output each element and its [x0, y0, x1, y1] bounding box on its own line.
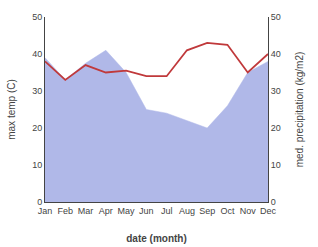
svg-text:50: 50: [271, 12, 281, 22]
svg-text:date (month): date (month): [126, 233, 187, 244]
svg-text:Mar: Mar: [78, 206, 94, 216]
svg-text:40: 40: [271, 49, 281, 59]
svg-text:50: 50: [32, 12, 42, 22]
svg-text:40: 40: [32, 49, 42, 59]
svg-text:20: 20: [271, 123, 281, 133]
svg-text:Nov: Nov: [240, 206, 257, 216]
svg-text:20: 20: [32, 123, 42, 133]
svg-text:Jan: Jan: [38, 206, 53, 216]
svg-text:Sep: Sep: [199, 206, 215, 216]
svg-text:30: 30: [271, 86, 281, 96]
svg-text:30: 30: [32, 86, 42, 96]
svg-text:Apr: Apr: [99, 206, 113, 216]
svg-text:10: 10: [32, 160, 42, 170]
svg-text:Jul: Jul: [161, 206, 173, 216]
svg-text:May: May: [118, 206, 136, 216]
svg-text:med. precipitation (kg/m2): med. precipitation (kg/m2): [294, 52, 305, 168]
svg-text:0: 0: [271, 197, 276, 207]
svg-text:10: 10: [271, 160, 281, 170]
svg-text:max temp (C): max temp (C): [6, 79, 17, 140]
svg-text:Aug: Aug: [179, 206, 195, 216]
svg-text:Jun: Jun: [139, 206, 154, 216]
svg-text:0: 0: [37, 197, 42, 207]
svg-text:Dec: Dec: [260, 206, 277, 216]
svg-text:Oct: Oct: [220, 206, 235, 216]
svg-text:Feb: Feb: [58, 206, 74, 216]
